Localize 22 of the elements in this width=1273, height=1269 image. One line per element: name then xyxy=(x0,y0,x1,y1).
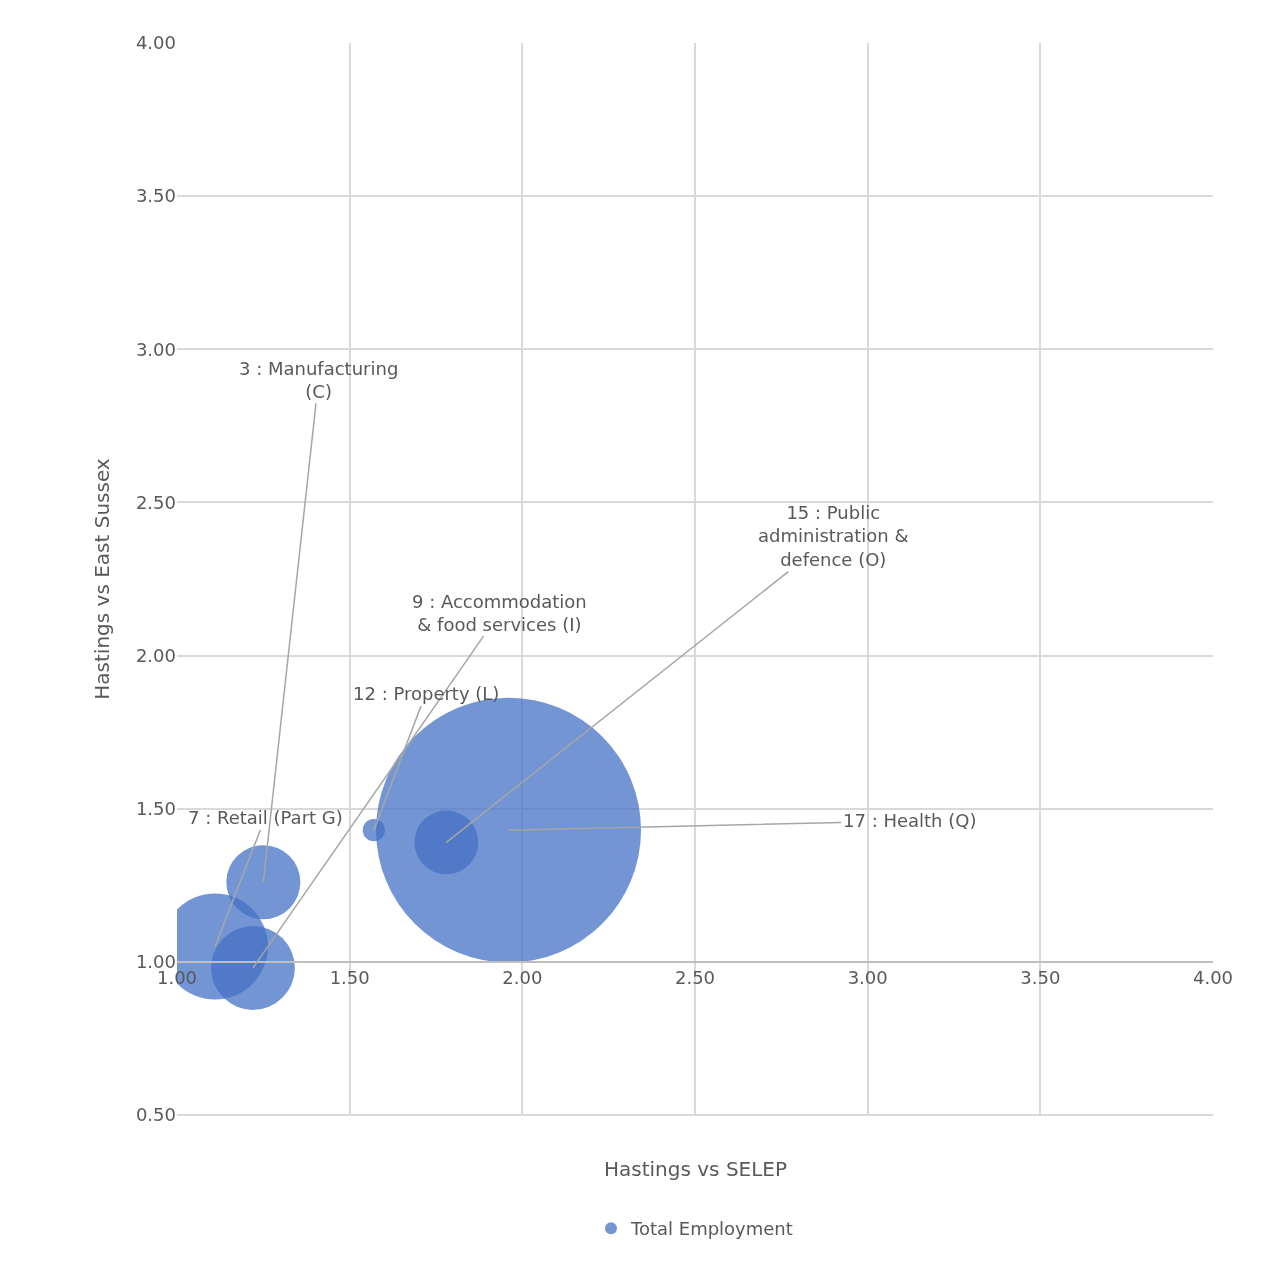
y-tick-label: 3.50 xyxy=(135,185,176,207)
annotation: 12 : Property (L) xyxy=(353,683,500,704)
y-tick-label: 3.00 xyxy=(135,338,176,360)
x-tick-label: 1.50 xyxy=(329,967,370,989)
annotation: 7 : Retail (Part G) xyxy=(188,807,343,828)
legend-label: Total Employment xyxy=(630,1218,793,1240)
x-axis-title: Hastings vs SELEP xyxy=(604,1157,788,1181)
annotation: 9 : Accommodation & food services (I) xyxy=(412,591,587,636)
y-tick-label: 2.50 xyxy=(135,491,176,513)
y-tick-label: 4.00 xyxy=(135,32,176,54)
y-axis-title: Hastings vs East Sussex xyxy=(90,458,115,700)
y-tick-label: 1.50 xyxy=(135,798,176,820)
x-tick-label: 2.50 xyxy=(674,967,716,989)
y-tick-label: 2.00 xyxy=(135,644,176,666)
x-tick-label: 3.00 xyxy=(847,967,888,989)
x-tick-label: 4.00 xyxy=(1192,967,1234,989)
annotation: 15 : Public administration & defence (O) xyxy=(758,502,909,570)
y-tick-label: 0.50 xyxy=(135,1104,176,1126)
x-tick-label: 3.50 xyxy=(1020,967,1061,989)
annotation: 3 : Manufacturing (C) xyxy=(239,358,399,403)
annotation: 17 : Health (Q) xyxy=(843,810,977,831)
x-tick-label: 2.00 xyxy=(502,967,543,989)
